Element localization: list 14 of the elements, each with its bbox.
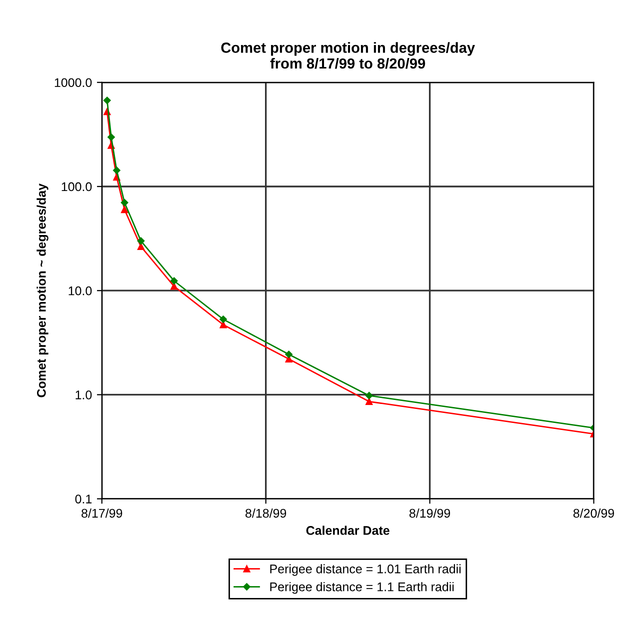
y-tick-label: 10.0 xyxy=(68,286,92,296)
x-tick-label: 8/17/99 xyxy=(82,508,122,518)
x-axis-title: Calendar Date xyxy=(306,526,390,535)
legend-label: Perigee distance = 1.1 Earth radii xyxy=(270,582,454,594)
y-tick-label: 0.1 xyxy=(75,494,92,504)
legend-label: Perigee distance = 1.01 Earth radii xyxy=(270,564,461,576)
y-axis-title: Comet proper motion ~ degrees/day xyxy=(36,184,48,398)
y-tick-label: 100.0 xyxy=(62,182,92,192)
chart-title: Comet proper motion in degrees/day from 8/17/99 to 8/20/99 xyxy=(221,42,475,69)
y-tick-label: 1000.0 xyxy=(54,78,92,88)
x-tick-label: 8/18/99 xyxy=(246,508,286,518)
x-tick-label: 8/19/99 xyxy=(409,508,450,518)
x-tick-label: 8/20/99 xyxy=(573,508,614,518)
y-tick-label: 1.0 xyxy=(76,390,92,400)
